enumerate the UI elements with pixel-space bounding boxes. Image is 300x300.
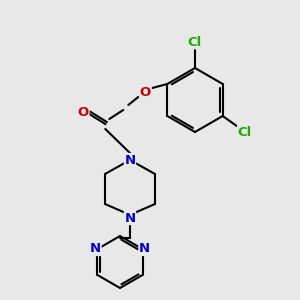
- Text: Cl: Cl: [188, 35, 202, 49]
- Text: N: N: [139, 242, 150, 256]
- Text: N: N: [90, 242, 101, 256]
- Text: O: O: [140, 85, 151, 98]
- Text: Cl: Cl: [238, 125, 252, 139]
- Text: N: N: [124, 212, 136, 224]
- Text: N: N: [124, 154, 136, 166]
- Text: O: O: [78, 106, 89, 118]
